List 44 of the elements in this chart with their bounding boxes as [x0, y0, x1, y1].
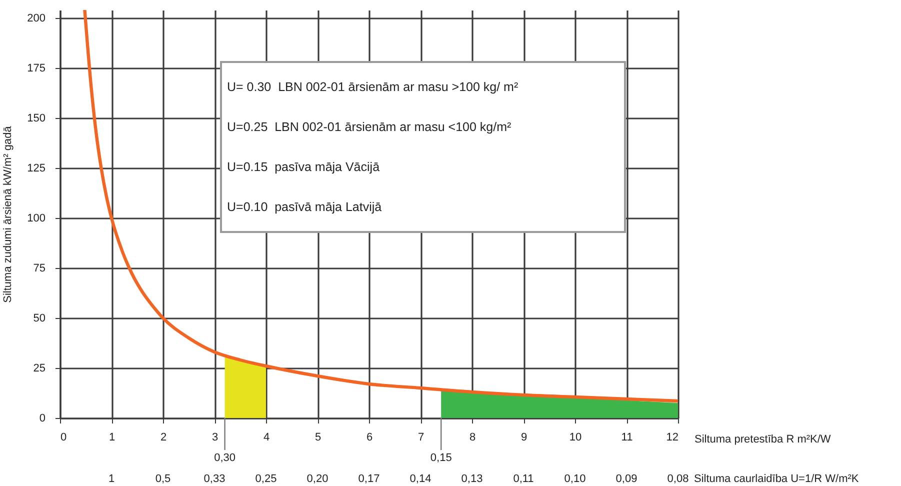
- annotation: U= 0.30 LBN 002-01 ārsienām ar masu >100 kg/ m²: [227, 79, 520, 96]
- x-tick-label: 8: [469, 432, 476, 444]
- text: 0,14: [410, 473, 432, 485]
- x-tick-label: 2: [160, 432, 167, 444]
- x-tick-label: 7: [418, 432, 424, 444]
- y-tick-label: 0: [39, 412, 46, 424]
- line-series: [83, 10, 678, 403]
- y-tick-label: 100: [27, 212, 46, 224]
- annotation: 0,15: [430, 452, 452, 464]
- text: 0,13: [461, 473, 483, 485]
- y-axis-title: Siltuma zudumi ārsienā kW/m² gadā: [2, 125, 14, 303]
- annotation: U=0.25 LBN 002-01 ārsienām ar masu <100 kg/m²: [227, 119, 512, 136]
- annotation: 0,30: [214, 452, 236, 464]
- text: 0,25: [255, 473, 277, 485]
- x-tick-label: 6: [366, 432, 373, 444]
- text: 0,09: [616, 473, 638, 485]
- x-tick-label: 3: [212, 432, 218, 444]
- x-tick-label: 12: [666, 432, 678, 444]
- text: 0,33: [204, 473, 226, 485]
- x-tick-label: 1: [108, 432, 116, 444]
- text: 0,5: [155, 473, 171, 485]
- annotation: U=0.10 pasīvā māja Latvijā: [227, 199, 383, 216]
- x-axis-title: Siltuma pretestība R m²K/W: [694, 434, 832, 446]
- annotation: U=0.15 pasīva māja Vācijā: [227, 159, 381, 176]
- y-tick-label: 50: [33, 312, 46, 324]
- y-tick-label: 175: [27, 62, 46, 74]
- text: 0,20: [306, 473, 328, 485]
- text: 1: [108, 473, 115, 485]
- x-tick-label: 11: [621, 432, 633, 444]
- x-tick-label: 9: [520, 432, 528, 444]
- text: 0,10: [564, 473, 586, 485]
- x-tick-label: 0: [60, 432, 67, 444]
- text: 0,17: [358, 473, 380, 485]
- text: 0,08: [667, 473, 689, 485]
- y-tick-label: 150: [27, 112, 46, 124]
- x-tick-label: 5: [314, 432, 322, 444]
- x-tick-label: 10: [569, 432, 582, 444]
- y-tick-label: 25: [33, 362, 46, 374]
- x-tick-label: 4: [263, 432, 270, 444]
- y-tick-label: 200: [27, 12, 46, 24]
- x2-axis-title: Siltuma caurlaidība U=1/R W/m²K: [694, 473, 860, 485]
- y-tick-label: 75: [33, 262, 46, 274]
- text: 0,11: [513, 473, 534, 485]
- y-tick-label: 125: [27, 162, 46, 174]
